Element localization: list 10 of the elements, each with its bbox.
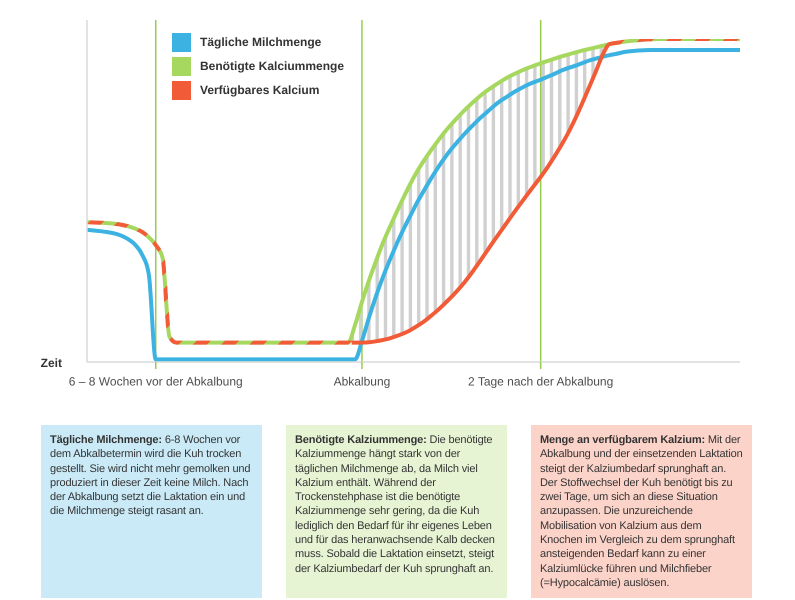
note-panel: Tägliche Milchmenge: 6-8 Wochen vor dem Abkalbetermin wird die Kuh trocken gestellt. Sie wird nicht mehr gemolken und produziert in dieser Zeit keine Milch. Nach der Abkalbung setzt die Laktation ein und die Milchmenge steigt rasant an. [41, 425, 262, 598]
legend-label: Tägliche Milchmenge [200, 35, 322, 49]
x-tick-label: Abkalbung [334, 374, 390, 389]
note-panel: Menge an verfügbarem Kalzium: Mit der Abkalbung und der einsetzenden Laktation steigt der Kalziumbedarf sprunghaft an. Der Stoffwechsel der Kuh benötigt bis zu zwei Tage, um sich an diese Situation anzupassen. Die unzureichende Mobilisation von Kalzium aus dem Knochen im Vergleich zu dem sprunghaft ansteigenden Bedarf kann zu einer Kalziumlücke führen und Milchfieber (=Hypocalcämie) auslösen. [531, 425, 752, 598]
note-panel: Benötigte Kalziummenge: Die benötigte Kalziummenge hängt stark von der täglichen Milchmenge ab, da Milch viel Kalzium enthält. Während der Trockenstehphase ist die benötigte Kalziummenge sehr gering, da die Kuh lediglich den Bedarf für ihr eigenes Leben und für das heranwachsende Kalb decken muss. Sobald die Laktation einsetzt, steigt der Kalziumbedarf der Kuh sprunghaft an. [286, 425, 507, 598]
x-tick-label: 2 Tage nach der Abkalbung [468, 374, 614, 389]
x-axis-title: Zeit [40, 356, 62, 370]
legend-label: Verfügbares Kalcium [200, 83, 320, 97]
x-tick-label: 6 – 8 Wochen vor der Abkalbung [68, 374, 243, 389]
legend-label: Benötigte Kalciummenge [200, 59, 344, 73]
